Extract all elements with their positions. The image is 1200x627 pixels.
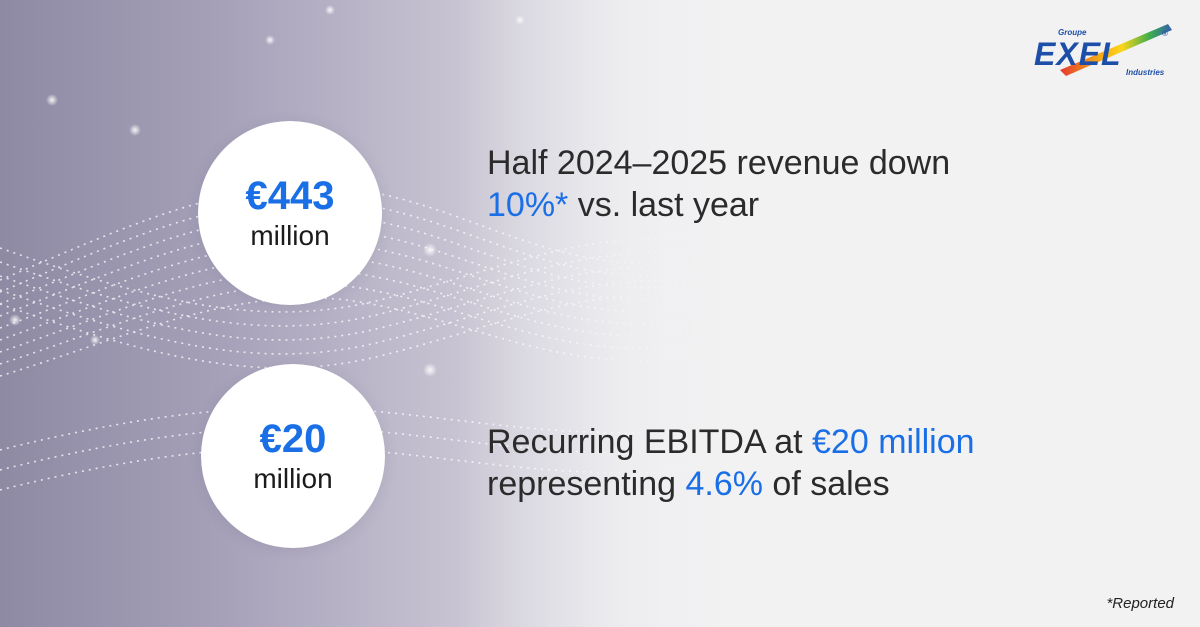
revenue-statement-line1: Half 2024–2025 revenue down [487, 144, 951, 182]
logo-registered-mark: ® [1162, 29, 1168, 38]
revenue-unit: million [250, 220, 330, 251]
ebitda-stat-circle: €20 million [201, 364, 385, 548]
footnote: *Reported [1106, 595, 1174, 612]
ebitda-value: €20 [259, 417, 327, 461]
ebitda-statement-line1: Recurring EBITDA at €20 million [487, 423, 975, 461]
exel-industries-logo: Groupe EXEL ® Industries [1034, 24, 1172, 77]
ebitda-amount-highlight: €20 million [812, 423, 975, 461]
revenue-value: €443 [245, 174, 335, 218]
ebitda-margin-highlight: 4.6% [685, 465, 763, 503]
revenue-change-highlight: 10%* [487, 186, 569, 224]
ebitda-statement-line2: representing 4.6% of sales [487, 465, 890, 503]
revenue-statement: Half 2024–2025 revenue down 10%* vs. las… [487, 142, 950, 226]
ebitda-statement: Recurring EBITDA at €20 million represen… [487, 421, 975, 505]
ebitda-unit: million [253, 463, 333, 494]
logo-sub-text: Industries [1126, 68, 1165, 77]
revenue-statement-line2: 10%* vs. last year [487, 186, 760, 224]
logo-main-text: EXEL [1034, 36, 1122, 72]
revenue-stat-circle: €443 million [198, 121, 382, 305]
logo-group-text: Groupe [1058, 28, 1087, 37]
